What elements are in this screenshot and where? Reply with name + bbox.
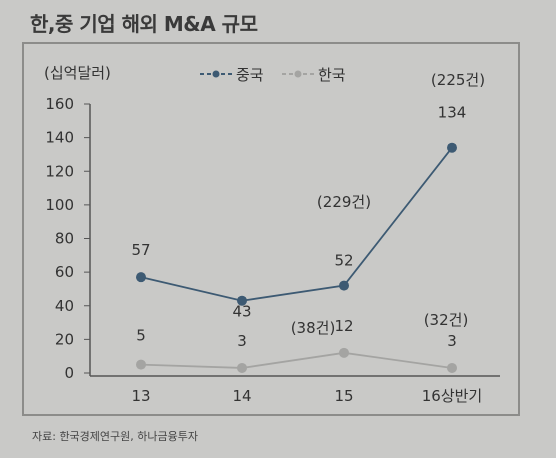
chart-frame (22, 42, 520, 416)
chart-title: 한,중 기업 해외 M&A 규모 (30, 12, 258, 36)
data-point-1-0 (136, 359, 146, 370)
y-tick-label-100: 100 (45, 196, 74, 214)
data-label-0-0: 57 (131, 241, 150, 259)
data-point-0-2 (339, 280, 349, 291)
data-point-1-1 (237, 362, 247, 373)
annotation-korea-16h1: (32건) (424, 311, 469, 329)
y-tick-label-140: 140 (45, 129, 74, 147)
data-point-1-3 (447, 362, 457, 373)
y-ticks: 0 20 40 60 80 100 120 140 160 (45, 95, 90, 382)
x-tick-label-0: 13 (131, 387, 150, 405)
source-note: 자료: 한국경제연구원, 하나금융투자 (32, 430, 198, 443)
annotations: (229건) (225건) (38건) (32건) (291, 71, 485, 337)
legend-china-marker (212, 70, 220, 78)
legend-china-label: 중국 (236, 66, 264, 84)
x-ticks: 13 14 15 16상반기 (131, 387, 482, 405)
y-tick-label-20: 20 (55, 330, 74, 348)
x-tick-label-3: 16상반기 (422, 387, 483, 405)
y-tick-label-160: 160 (45, 95, 74, 113)
y-tick-label-80: 80 (55, 230, 74, 248)
series-group: 57 43 52 134 5 3 12 3 (131, 104, 466, 373)
annotation-korea-15: (38건) (291, 319, 336, 337)
data-label-1-3: 3 (447, 332, 457, 350)
annotation-china-15: (229건) (317, 193, 371, 211)
legend-korea-label: 한국 (318, 66, 346, 84)
data-point-0-0 (136, 272, 146, 283)
legend: 중국 한국 (200, 66, 346, 84)
y-tick-label-40: 40 (55, 297, 74, 315)
y-axis-label: (십억달러) (44, 64, 111, 82)
data-label-1-0: 5 (136, 327, 146, 345)
series-line-0 (140, 147, 453, 302)
y-tick-label-0: 0 (64, 364, 74, 382)
series-line-1 (140, 351, 453, 369)
x-tick-label-1: 14 (232, 387, 251, 405)
legend-korea-marker (294, 70, 302, 78)
y-tick-label-60: 60 (55, 263, 74, 281)
data-label-0-1: 43 (232, 303, 251, 321)
data-point-0-3 (447, 142, 457, 153)
data-label-1-1: 3 (237, 332, 247, 350)
data-point-0-1 (237, 295, 247, 306)
y-tick-label-120: 120 (45, 162, 74, 180)
data-label-0-3: 134 (438, 104, 467, 122)
data-point-1-2 (339, 347, 349, 358)
data-label-1-2: 12 (334, 317, 353, 335)
x-tick-label-2: 15 (334, 387, 353, 405)
annotation-china-16h1: (225건) (431, 71, 485, 89)
data-label-0-2: 52 (334, 252, 353, 270)
